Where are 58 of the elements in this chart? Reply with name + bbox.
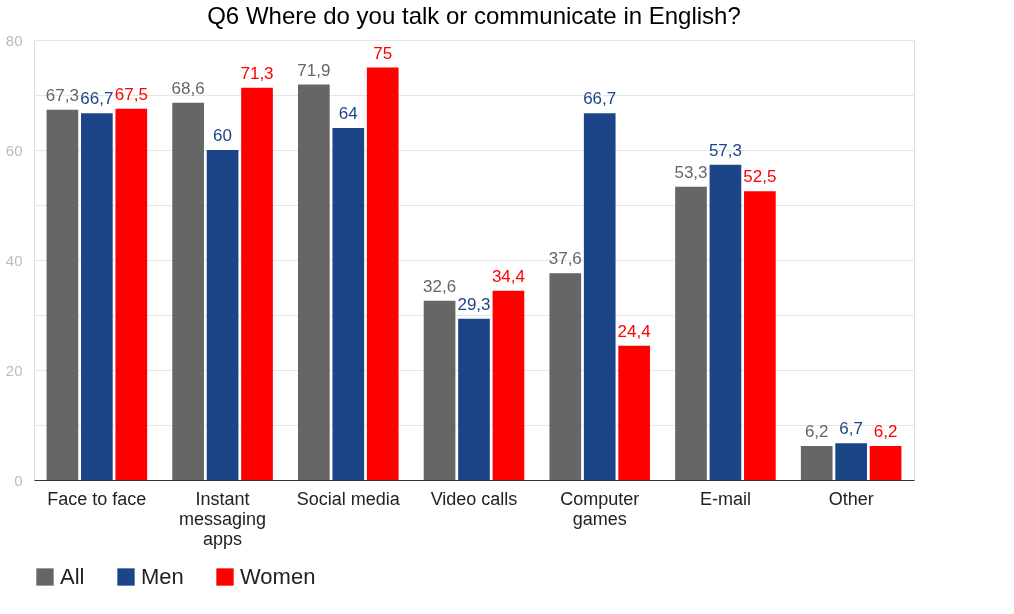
y-tick-label: 0: [14, 471, 23, 489]
data-label: 6,2: [873, 421, 898, 441]
data-label: 75: [373, 43, 393, 63]
bar: [492, 290, 525, 480]
data-label: 67,3: [45, 85, 79, 105]
data-label: 71,3: [240, 63, 274, 83]
y-tick-label: 80: [5, 31, 23, 49]
data-label: 60: [213, 126, 233, 145]
bar: [81, 113, 113, 480]
bar: [46, 109, 79, 480]
data-label: 29,3: [457, 294, 491, 314]
x-tick-label: Computer games: [560, 488, 640, 529]
bar: [835, 443, 867, 480]
bar: [583, 113, 616, 480]
x-tick-label: Video calls: [430, 488, 518, 509]
bar: [206, 150, 239, 480]
data-label: 57,3: [708, 140, 742, 160]
bar: [800, 445, 833, 480]
data-label: 34,4: [491, 266, 525, 286]
data-label: 37,6: [548, 249, 582, 269]
bar: [332, 128, 365, 480]
bar: [298, 84, 330, 480]
x-tick-label: Face to face: [47, 488, 147, 509]
legend-label: Men: [141, 564, 184, 589]
bar: [675, 186, 707, 480]
data-label: 32,6: [423, 276, 457, 296]
bar: [172, 102, 204, 480]
legend-label: Women: [240, 564, 316, 589]
data-label: 67,5: [114, 84, 148, 104]
bar: [618, 345, 650, 480]
x-tick-label: E-mail: [699, 488, 751, 509]
bar: [744, 191, 776, 480]
bar: [549, 273, 582, 480]
y-tick-label: 40: [5, 251, 23, 269]
data-label: 66,7: [80, 89, 114, 109]
bar: [709, 164, 742, 480]
y-tick-label: 60: [5, 141, 23, 159]
bar: [458, 318, 490, 480]
x-tick-label: Instant messaging apps: [179, 488, 267, 549]
data-label: 6,7: [839, 419, 863, 439]
x-tick-label: Social media: [296, 488, 401, 509]
data-label: 24,4: [617, 321, 651, 341]
bar: [869, 445, 902, 480]
x-tick-label: Other: [828, 488, 874, 509]
legend-label: All: [60, 564, 85, 589]
data-label: 71,9: [297, 60, 331, 80]
data-label: 68,6: [171, 78, 205, 98]
data-label: 64: [338, 104, 358, 123]
bar: [423, 300, 456, 480]
data-label: 52,5: [743, 167, 777, 187]
data-label: 53,3: [674, 162, 708, 182]
bar: [241, 87, 273, 480]
chart-title: Q6 Where do you talk or communicate in English?: [207, 2, 741, 29]
data-label: 6,2: [804, 421, 829, 441]
data-label: 66,7: [583, 89, 617, 109]
bar: [366, 67, 399, 480]
y-tick-label: 20: [5, 361, 23, 379]
bar: [115, 108, 148, 480]
